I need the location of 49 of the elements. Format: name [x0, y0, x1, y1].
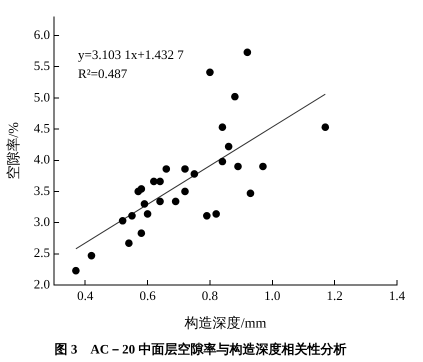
point [72, 266, 80, 274]
x-tick-label: 0.8 [202, 288, 218, 304]
point [172, 198, 180, 206]
point [181, 188, 189, 196]
point [234, 162, 242, 170]
x-tick-label: 0.6 [139, 288, 156, 304]
y-tick-label: 5.0 [34, 89, 50, 104]
point [231, 92, 239, 100]
y-tick-label: 3.0 [34, 214, 50, 230]
x-axis-title: 构造深度/mm [184, 316, 266, 332]
y-tick-label: 2.5 [34, 245, 50, 260]
point [218, 158, 226, 166]
point [138, 185, 146, 193]
annotation: y=3.103 1x+1.432 7 [78, 46, 184, 62]
point [190, 170, 198, 178]
point [140, 200, 148, 208]
point [125, 239, 133, 248]
y-tick-label: 5.5 [34, 58, 50, 74]
point [244, 48, 252, 56]
point [156, 198, 164, 206]
point [181, 165, 189, 173]
point [162, 165, 170, 173]
point [118, 216, 126, 225]
point [138, 229, 146, 238]
x-tick-label: 1.4 [388, 288, 406, 304]
point [128, 212, 136, 220]
point [224, 142, 232, 150]
point [212, 210, 220, 218]
text: 图 3 AC－20 中面层空隙率与构造深度相关性分析 [54, 342, 346, 357]
y-tick-label: 3.5 [34, 182, 50, 198]
point [144, 210, 152, 218]
point [88, 252, 96, 260]
point [206, 68, 214, 76]
y-tick-label: 4.0 [34, 152, 50, 167]
y-axis-title: 空隙率/% [6, 122, 22, 180]
x-tick-label: 1.0 [264, 288, 280, 304]
annotation: R²=0.487 [78, 66, 128, 81]
x-tick-label: 1.2 [326, 288, 343, 304]
point [259, 162, 267, 170]
point [218, 123, 226, 131]
x-tick-label: 0.4 [77, 288, 94, 304]
y-tick-label: 4.5 [34, 120, 50, 136]
point [156, 178, 164, 186]
point [246, 190, 254, 198]
point [150, 178, 158, 186]
point [321, 123, 330, 131]
point [203, 212, 211, 220]
y-tick-label: 6.0 [34, 26, 50, 42]
y-tick-label: 2.0 [34, 276, 50, 292]
